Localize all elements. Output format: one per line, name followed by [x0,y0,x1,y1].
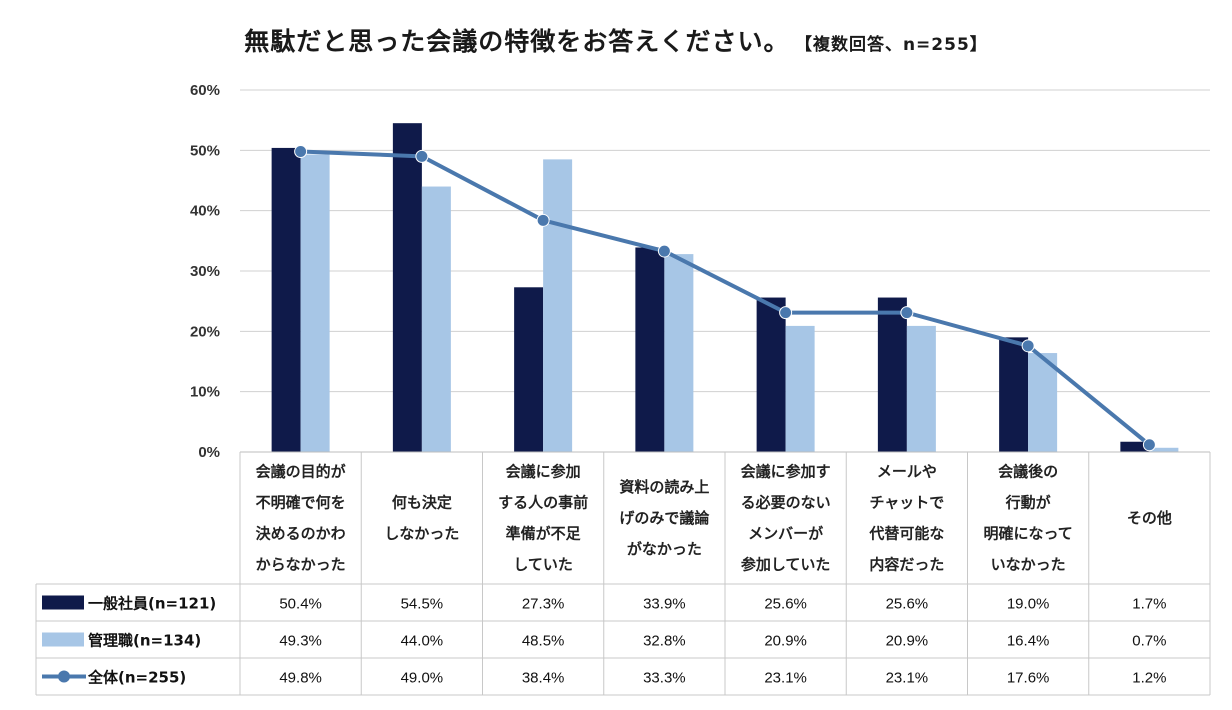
data-label: 17.6% [1007,670,1050,687]
y-tick-label: 60% [190,82,220,99]
category-label: していた [513,556,573,574]
bar-general-staff [877,297,907,452]
point-overall [1142,438,1156,452]
bar-manager [1028,353,1058,452]
category-label: る必要のない [741,494,831,512]
data-label: 23.1% [764,670,807,687]
data-label: 49.0% [401,670,444,687]
data-label: 49.8% [279,670,322,687]
bar-general-staff [392,123,422,452]
data-label: 1.7% [1132,596,1166,613]
category-label: がなかった [627,540,702,558]
point-overall [1021,339,1035,353]
bar-manager [785,325,815,452]
data-label: 1.2% [1132,670,1166,687]
line-overall [300,149,1151,447]
y-tick-label: 10% [190,384,220,401]
bar-general-staff [756,297,786,452]
y-tick-label: 0% [198,444,220,461]
y-tick-label: 30% [190,263,220,280]
bar-manager [1149,447,1179,452]
category-label: 参加していた [741,556,831,574]
data-label: 25.6% [764,596,807,613]
data-label: 32.8% [643,633,686,650]
data-label: 33.9% [643,596,686,613]
chart-title-text: 無駄だと思った会議の特徴をお答えください。 [244,27,790,56]
data-label: 48.5% [522,633,565,650]
data-label: 20.9% [764,633,807,650]
category-label: げのみで議論 [619,509,710,527]
legend-label: 一般社員(n=121) [88,595,216,613]
category-label: しなかった [384,525,459,543]
point-overall [779,306,793,320]
point-overall [657,244,671,258]
bar-manager [543,159,573,452]
data-label: 44.0% [401,633,444,650]
data-label: 20.9% [886,633,929,650]
category-label: 会議に参加す [741,463,831,481]
category-label: する人の事前 [498,494,588,512]
data-label: 49.3% [279,633,322,650]
point-overall [900,306,914,320]
point-overall [294,145,308,159]
y-tick-label: 40% [190,203,220,220]
legend-marker [58,670,70,683]
point-overall [415,149,429,163]
bar-general-staff [514,287,544,452]
data-label: 19.0% [1007,596,1050,613]
category-label: 行動が [1005,494,1052,512]
y-tick-label: 50% [190,142,220,159]
data-label: 16.4% [1007,633,1050,650]
data-label: 0.7% [1132,633,1166,650]
legend-swatch [42,632,84,647]
data-label: 23.1% [886,670,929,687]
legend-swatch [42,595,84,610]
legend-label: 管理職(n=134) [88,632,201,650]
y-tick-label: 20% [190,323,220,340]
bar-general-staff [1120,441,1150,452]
bar-manager [300,154,330,452]
category-label: 資料の読み上 [619,478,709,496]
category-label: からなかった [256,556,346,574]
data-label: 38.4% [522,670,565,687]
category-label: チャットで [869,494,944,512]
category-label: 会議後の [998,463,1058,481]
data-label: 25.6% [886,596,929,613]
category-label: 明確になって [983,525,1072,543]
category-label: 準備が不足 [506,525,582,543]
category-label: 代替可能な [868,525,944,543]
data-label: 27.3% [522,596,565,613]
data-label: 50.4% [279,596,322,613]
point-overall [536,213,550,227]
chart-title: 無駄だと思った会議の特徴をお答えください。 【複数回答、n=255】 [0,22,1232,58]
category-label: 会議に参加 [506,463,581,481]
data-label: 54.5% [401,596,444,613]
category-label: 会議の目的が [256,463,347,481]
category-label: メールや [877,463,937,481]
category-label: 内容だった [869,556,944,574]
category-label: 何も決定 [392,494,452,512]
bar-general-staff [271,147,301,453]
data-label: 33.3% [643,670,686,687]
bar-manager [421,186,451,453]
legend-label: 全体(n=255) [87,669,186,687]
category-label: メンバーが [748,525,824,543]
chart-subtitle: 【複数回答、n=255】 [803,35,988,55]
category-label: いなかった [991,556,1066,574]
bar-general-staff [635,247,665,452]
category-label: その他 [1127,509,1172,527]
category-label: 不明確で何を [256,494,346,512]
bar-general-staff [999,337,1029,452]
category-label: 決めるのかわ [256,525,346,543]
bar-manager [906,325,936,452]
bar-manager [664,254,694,452]
